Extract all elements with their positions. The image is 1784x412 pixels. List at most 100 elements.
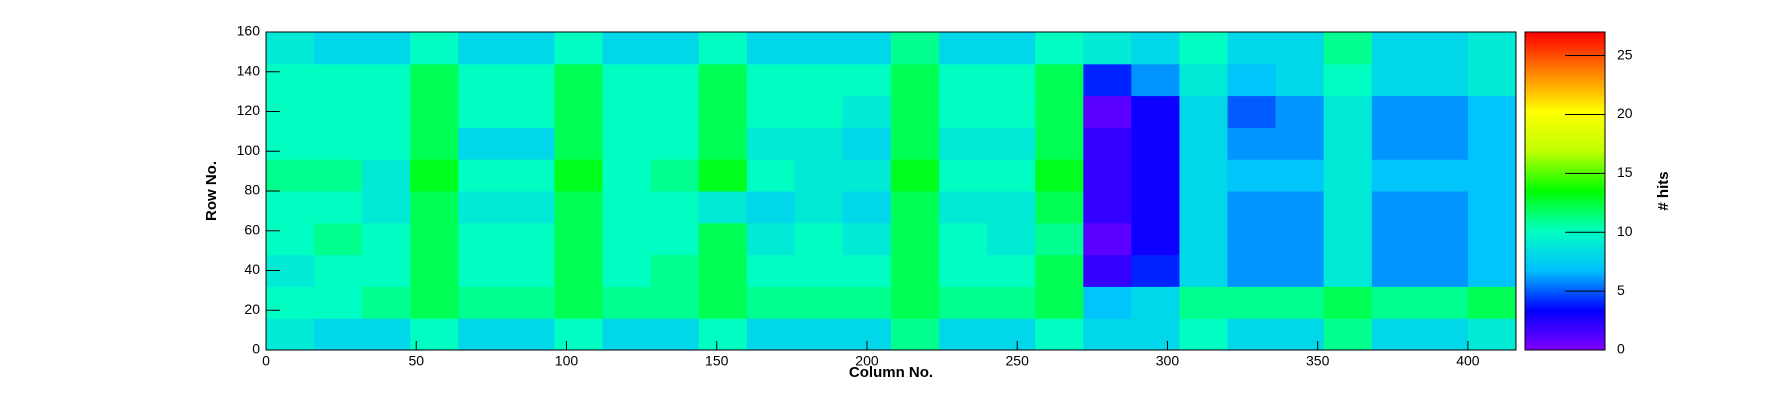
heatmap-cell bbox=[458, 254, 507, 287]
heatmap-cell bbox=[1371, 32, 1421, 65]
heatmap-cell bbox=[362, 32, 411, 65]
heatmap-cell bbox=[410, 191, 459, 224]
heatmap-cell bbox=[698, 222, 748, 256]
heatmap-cell bbox=[314, 222, 363, 256]
y-tick-label: 160 bbox=[237, 23, 261, 39]
heatmap-cell bbox=[1419, 254, 1469, 287]
heatmap-cell bbox=[1275, 191, 1325, 224]
heatmap-cell bbox=[1131, 222, 1180, 256]
heatmap-cell bbox=[602, 222, 652, 256]
heatmap-cell bbox=[939, 191, 988, 224]
heatmap-cell bbox=[314, 63, 363, 97]
heatmap-cell bbox=[1275, 159, 1325, 192]
heatmap-cell bbox=[891, 318, 940, 351]
heatmap-cell bbox=[794, 286, 844, 319]
heatmap-cell bbox=[939, 127, 988, 160]
heatmap-cell bbox=[1323, 191, 1373, 224]
heatmap-cell bbox=[266, 63, 315, 97]
y-tick-label: 0 bbox=[252, 341, 260, 357]
x-tick-label: 350 bbox=[1306, 353, 1330, 369]
heatmap-cell bbox=[1131, 95, 1180, 128]
heatmap-cell bbox=[650, 32, 700, 65]
heatmap-cell bbox=[1419, 318, 1469, 351]
heatmap-cell bbox=[1227, 159, 1277, 192]
heatmap-cell bbox=[1371, 318, 1421, 351]
heatmap-cell bbox=[842, 254, 892, 287]
heatmap-cell bbox=[746, 191, 796, 224]
heatmap-cell bbox=[410, 95, 459, 128]
heatmap-cell bbox=[698, 95, 748, 128]
x-tick-label: 200 bbox=[855, 353, 879, 369]
heatmap-cell bbox=[1467, 191, 1517, 224]
heatmap-cell bbox=[1419, 63, 1469, 97]
heatmap-cell bbox=[842, 127, 892, 160]
heatmap-cell bbox=[1467, 254, 1517, 287]
heatmap-cell bbox=[1131, 63, 1180, 97]
heatmap-cell bbox=[1131, 127, 1180, 160]
heatmap-cell bbox=[1083, 127, 1132, 160]
y-tick-label: 20 bbox=[244, 301, 260, 317]
heatmap-cell bbox=[1371, 222, 1421, 256]
heatmap-cell bbox=[1275, 95, 1325, 128]
heatmap-cell bbox=[266, 191, 315, 224]
heatmap-cell bbox=[410, 254, 459, 287]
heatmap-cell bbox=[458, 318, 507, 351]
heatmap-cell bbox=[746, 63, 796, 97]
heatmap-cell bbox=[1035, 32, 1084, 65]
heatmap-cell bbox=[1179, 191, 1229, 224]
heatmap-cell bbox=[362, 222, 411, 256]
heatmap-cell bbox=[410, 159, 459, 192]
heatmap-cell bbox=[794, 191, 844, 224]
heatmap-cell bbox=[1179, 222, 1229, 256]
heatmap-cell bbox=[1083, 318, 1132, 351]
heatmap-cell bbox=[1371, 286, 1421, 319]
heatmap-cell bbox=[266, 159, 315, 192]
y-axis-title: Row No. bbox=[203, 161, 220, 221]
z-tick-label: 10 bbox=[1617, 223, 1633, 239]
x-tick-label: 0 bbox=[262, 353, 270, 369]
heatmap-cell bbox=[554, 159, 604, 192]
z-tick-label: 20 bbox=[1617, 105, 1633, 121]
heatmap-cell bbox=[1083, 95, 1132, 128]
heatmap-cell bbox=[410, 127, 459, 160]
heatmap-cell bbox=[314, 286, 363, 319]
heatmap-cell bbox=[1227, 32, 1277, 65]
heatmap-cell bbox=[650, 95, 700, 128]
heatmap-cell bbox=[1179, 95, 1229, 128]
heatmap-cell bbox=[1227, 191, 1277, 224]
heatmap-cell bbox=[794, 95, 844, 128]
heatmap-cell bbox=[891, 63, 940, 97]
heatmap-cell bbox=[1035, 318, 1084, 351]
heatmap-cell bbox=[458, 159, 507, 192]
heatmap-cell bbox=[1131, 32, 1180, 65]
heatmap-cell bbox=[458, 127, 507, 160]
heatmap-cell bbox=[506, 318, 555, 351]
heatmap-cell bbox=[650, 127, 700, 160]
heatmap-cell bbox=[1227, 95, 1277, 128]
heatmap-cell bbox=[987, 159, 1036, 192]
heatmap-cell bbox=[602, 127, 652, 160]
heatmap-cell bbox=[891, 159, 940, 192]
heatmap-cell bbox=[698, 254, 748, 287]
heatmap-cell bbox=[1323, 318, 1373, 351]
heatmap-cell bbox=[554, 318, 604, 351]
heatmap-cell bbox=[1371, 191, 1421, 224]
heatmap-cell bbox=[362, 159, 411, 192]
x-tick-label: 400 bbox=[1456, 353, 1480, 369]
heatmap-cell bbox=[842, 286, 892, 319]
heatmap-cell bbox=[987, 63, 1036, 97]
x-tick-label: 100 bbox=[555, 353, 579, 369]
heatmap-cell bbox=[1419, 159, 1469, 192]
heatmap-cell bbox=[794, 318, 844, 351]
heatmap-cell bbox=[1323, 222, 1373, 256]
heatmap-cell bbox=[602, 32, 652, 65]
heatmap-cell bbox=[794, 63, 844, 97]
heatmap-cell bbox=[506, 159, 555, 192]
x-tick-label: 300 bbox=[1156, 353, 1180, 369]
heatmap-cell bbox=[987, 222, 1036, 256]
heatmap-cell bbox=[698, 127, 748, 160]
y-tick-label: 120 bbox=[237, 102, 261, 118]
heatmap-cell bbox=[1467, 63, 1517, 97]
heatmap-cell bbox=[650, 254, 700, 287]
heatmap-cell bbox=[458, 95, 507, 128]
